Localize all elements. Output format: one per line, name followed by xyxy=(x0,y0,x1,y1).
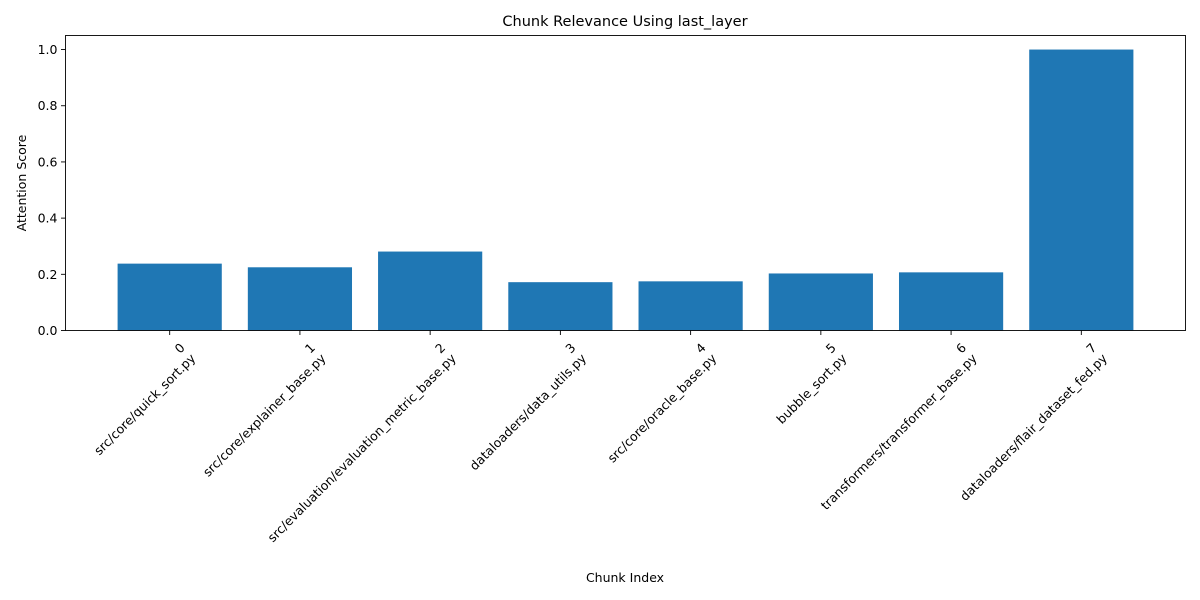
x-axis-label: Chunk Index xyxy=(586,570,664,585)
bars-group xyxy=(117,49,1134,331)
y-tick-label-0: 0.0 xyxy=(38,323,58,338)
y-tick-label-1: 0.2 xyxy=(38,267,58,282)
y-tick-label-2: 0.4 xyxy=(38,211,58,226)
y-axis-label: Attention Score xyxy=(14,134,29,231)
chart-title: Chunk Relevance Using last_layer xyxy=(502,14,747,30)
y-tick-label-3: 0.6 xyxy=(38,154,58,169)
y-axis: 0.0 0.2 0.4 0.6 0.8 1.0 xyxy=(38,42,66,338)
bar-2 xyxy=(378,251,483,331)
bar-7 xyxy=(1029,49,1134,331)
bar-1 xyxy=(247,267,353,331)
bar-3 xyxy=(508,282,613,331)
y-tick-label-5: 1.0 xyxy=(38,42,58,57)
bar-5 xyxy=(768,273,873,331)
axes-frame xyxy=(65,35,1186,331)
y-tick-label-4: 0.8 xyxy=(38,98,58,113)
bar-0 xyxy=(117,263,222,331)
bar-4 xyxy=(638,281,743,331)
bar-6 xyxy=(898,272,1004,331)
